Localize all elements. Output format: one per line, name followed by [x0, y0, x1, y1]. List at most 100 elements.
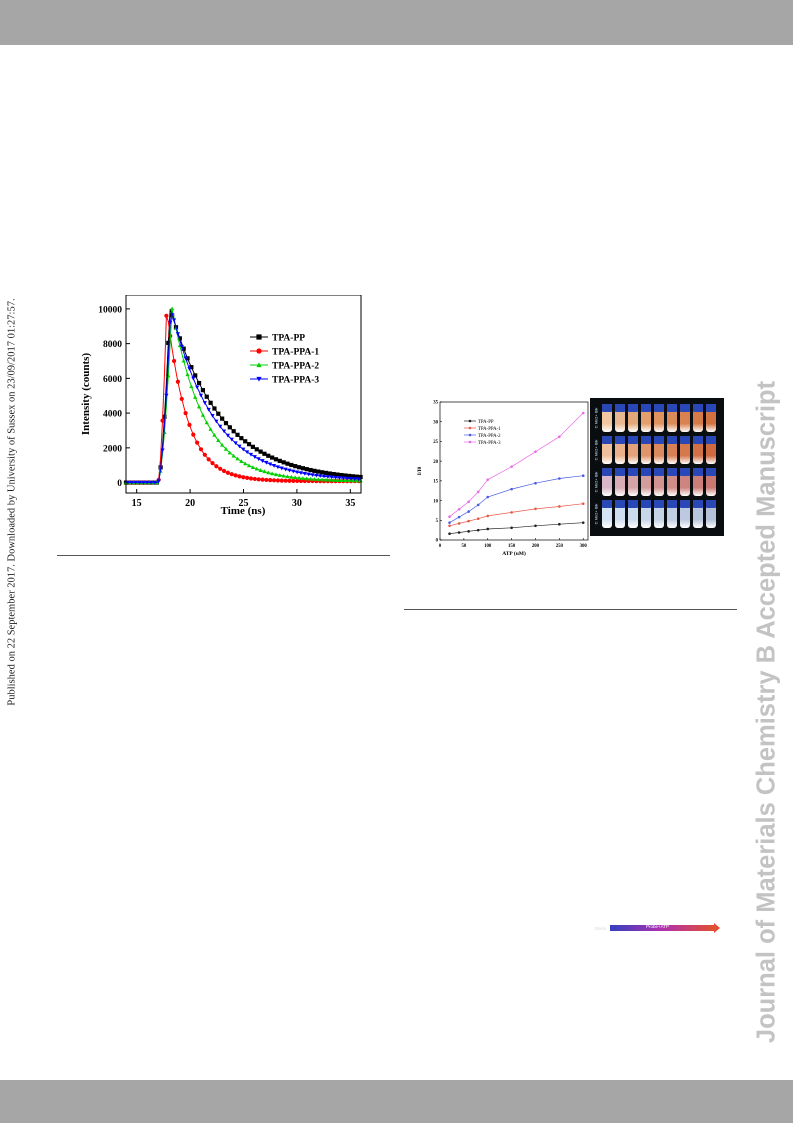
vial — [654, 500, 664, 528]
vial — [602, 436, 612, 464]
decay-point — [277, 458, 282, 463]
decay-point — [350, 478, 355, 483]
decay-legend-label: TPA-PPA-1 — [272, 348, 319, 358]
decay-point — [221, 468, 227, 474]
decay-point — [343, 478, 348, 483]
decay-point — [231, 429, 236, 434]
decay-point — [256, 477, 261, 482]
decay-point — [312, 477, 317, 481]
decay-point — [316, 469, 321, 474]
decay-point — [304, 476, 309, 481]
decay-point — [283, 478, 288, 483]
decay-point — [129, 480, 134, 485]
decay-point — [306, 472, 311, 477]
decay-chart-ylabel: Intensity (counts) — [80, 353, 92, 436]
decay-point — [260, 477, 265, 482]
decay-point — [256, 457, 261, 462]
decay-y-tick-label: 2000 — [103, 444, 122, 454]
decay-point — [185, 372, 190, 377]
decay-point — [225, 433, 231, 438]
decay-point — [339, 472, 344, 478]
vial — [680, 500, 690, 528]
decay-point — [220, 416, 225, 421]
vial — [641, 468, 651, 496]
decay-point — [162, 414, 167, 419]
atp-series-tpa-ppa-3 — [448, 411, 585, 519]
decay-point — [283, 467, 288, 472]
decay-point — [258, 449, 263, 454]
decay-point — [227, 425, 232, 430]
decay-point — [204, 394, 209, 399]
decay-point — [212, 406, 217, 411]
decay-point — [264, 460, 269, 465]
decay-point — [348, 476, 354, 481]
decay-point — [125, 480, 131, 485]
decay-point — [318, 474, 323, 479]
decay-point — [223, 446, 229, 451]
atp-point — [558, 522, 561, 526]
decay-point — [289, 474, 294, 479]
decay-point — [208, 400, 213, 405]
decay-point — [295, 478, 300, 484]
atp-point — [486, 527, 490, 531]
decay-point — [245, 450, 250, 455]
decay-point — [181, 346, 186, 351]
decay-point — [187, 367, 192, 371]
decay-point — [281, 460, 286, 465]
decay-point — [206, 457, 211, 462]
atp-y-tick-label: 15 — [433, 480, 438, 485]
vial — [667, 468, 677, 496]
atp-point — [476, 503, 480, 507]
decay-x-tick-label: 20 — [185, 498, 195, 509]
decay-chart-xlabel: Time (ns) — [221, 505, 266, 517]
atp-y-tick-label: 0 — [436, 539, 439, 544]
decay-point — [170, 306, 175, 311]
decay-point — [189, 384, 194, 389]
decay-point — [225, 470, 231, 475]
vial — [628, 468, 638, 496]
decay-point — [258, 468, 263, 472]
decay-point — [295, 470, 300, 475]
atp-legend-marker — [468, 426, 472, 430]
decay-point — [191, 376, 196, 381]
atp-point — [476, 517, 480, 521]
atp-x-tick-label: 300 — [580, 544, 588, 549]
atp-chart-frame — [439, 401, 589, 541]
vial — [667, 436, 677, 464]
decay-point — [204, 420, 209, 425]
atp-legend-label: TPA-PP — [478, 420, 494, 425]
decay-point — [166, 340, 171, 345]
atp-point — [467, 500, 470, 504]
atp-point — [448, 515, 451, 519]
decay-point — [187, 422, 192, 427]
decay-point — [293, 475, 298, 480]
decay-point — [210, 413, 215, 418]
decay-point — [137, 480, 142, 485]
decay-point — [227, 450, 232, 455]
decay-point — [156, 479, 161, 484]
decay-x-tick-label: 25 — [239, 498, 249, 509]
decay-point — [141, 480, 146, 485]
decay-point — [193, 395, 198, 399]
decay-point — [266, 470, 271, 475]
vial — [693, 500, 703, 528]
decay-legend-marker — [256, 362, 262, 368]
decay-point — [235, 432, 240, 437]
decay-point — [268, 462, 273, 467]
decay-point — [354, 474, 359, 479]
atp-point — [448, 532, 451, 535]
decay-point — [198, 447, 204, 452]
atp-point — [558, 435, 561, 438]
decay-point — [208, 427, 213, 431]
decay-point — [181, 358, 186, 363]
atp-chart-series — [448, 411, 585, 535]
atp-point — [581, 502, 585, 506]
atp-series-tpa-pp — [448, 521, 585, 535]
vial — [628, 436, 638, 464]
header-bar — [0, 0, 793, 45]
vial — [693, 468, 703, 496]
decay-point — [243, 439, 248, 444]
decay-point — [248, 452, 254, 457]
atp-x-tick-label: 150 — [508, 544, 516, 549]
atp-point — [510, 465, 513, 468]
